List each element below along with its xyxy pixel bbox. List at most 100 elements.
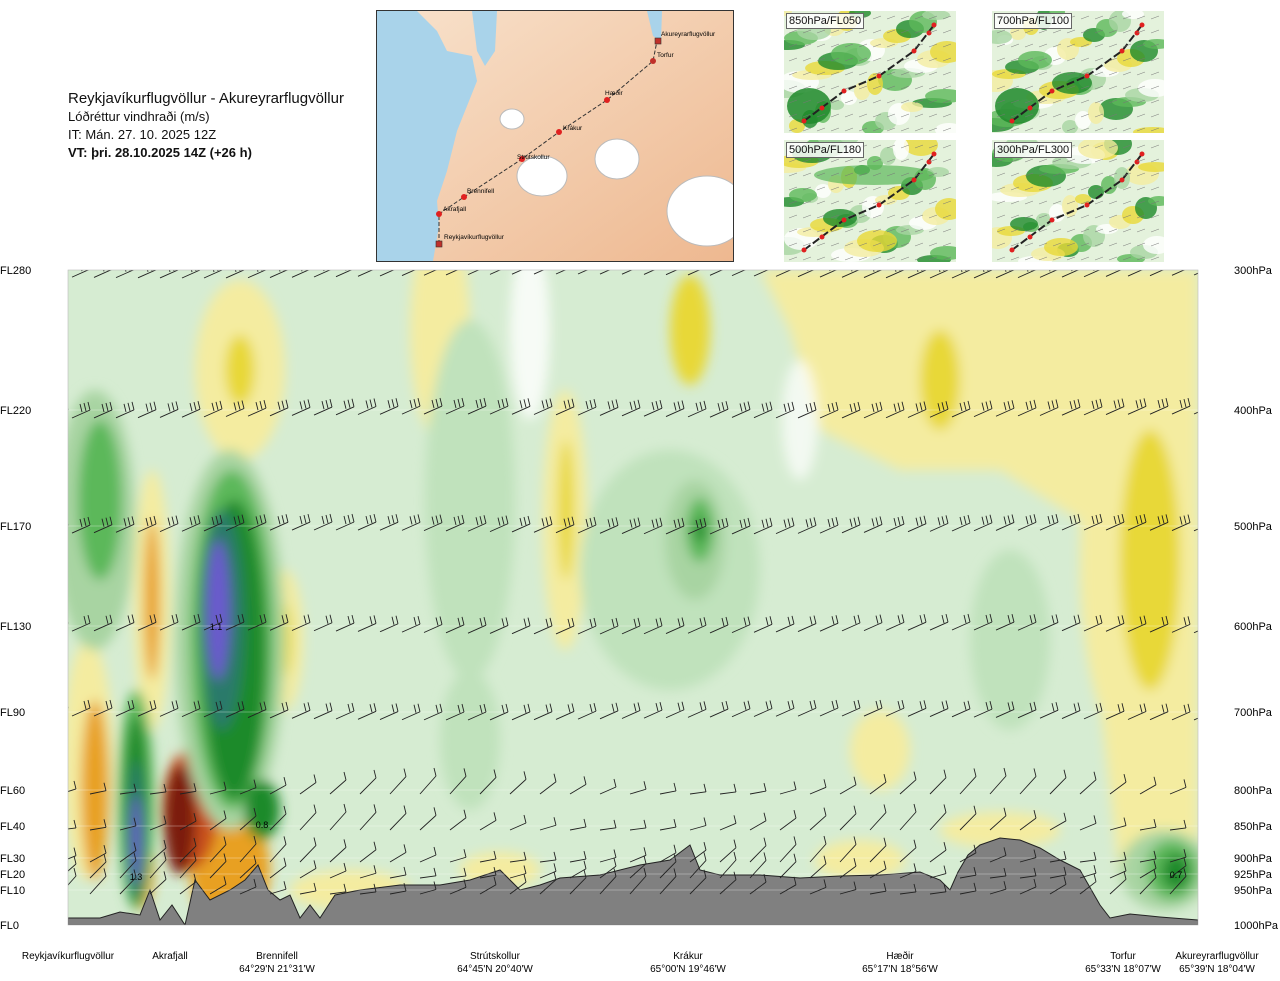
wind-barb — [401, 514, 421, 531]
wind-barb — [989, 807, 1007, 831]
wind-barb — [137, 401, 157, 419]
wind-barb — [1149, 615, 1169, 633]
wind-barb — [423, 514, 443, 532]
wind-barb — [329, 771, 347, 795]
wind-barb — [819, 401, 839, 419]
wind-barb — [709, 700, 729, 718]
wind-barb — [203, 400, 223, 418]
wind-barb — [209, 781, 227, 795]
wind-barb — [599, 849, 617, 863]
wind-barb — [989, 767, 1007, 795]
wind-barb — [533, 617, 553, 635]
wind-barb — [1169, 779, 1187, 795]
wind-barb — [313, 702, 333, 720]
map-label-reykjavik: Reykjavíkurflugvöllur — [444, 234, 505, 241]
wind-barb — [1061, 513, 1081, 531]
wind-barb — [1019, 849, 1037, 863]
wind-barb — [335, 702, 355, 720]
wind-barb — [1105, 270, 1122, 277]
waypoint-coord-label: 65°39'N 18°04'W — [1179, 964, 1255, 975]
wind-barb — [731, 517, 751, 535]
wind-barb — [68, 621, 69, 624]
wind-barb — [68, 408, 69, 411]
wind-barb — [1105, 398, 1125, 415]
wind-barb — [841, 516, 861, 534]
wind-barb — [1061, 702, 1081, 719]
panel-500hpa[interactable]: 500hPa/FL180 — [784, 140, 956, 262]
waypoint-icon — [931, 151, 937, 157]
wind-barb — [929, 865, 947, 879]
wind-barb — [1049, 866, 1067, 879]
wind-barb — [71, 516, 91, 534]
wind-barb — [479, 876, 497, 895]
wind-barb — [119, 852, 137, 879]
wind-barb — [689, 817, 707, 831]
wind-barb — [929, 613, 949, 631]
wind-barb — [973, 400, 993, 418]
map-label-akrafjall: Akrafjall — [443, 206, 467, 213]
wind-barb — [989, 867, 1007, 879]
waypoint-icon — [1139, 151, 1145, 157]
wind-barb — [239, 807, 257, 831]
wind-barb — [749, 837, 767, 863]
wind-barb — [929, 842, 947, 863]
wind-barb — [1083, 614, 1103, 632]
route-map-svg: Akureyrarflugvöllur Torfur Hæðir Krákur … — [377, 11, 733, 261]
wind-barb — [1149, 398, 1169, 415]
wind-barb — [749, 874, 767, 895]
wind-barb — [137, 515, 157, 533]
wind-barb — [687, 617, 707, 634]
wind-barb — [995, 270, 1015, 279]
wind-barb — [885, 700, 905, 717]
wind-barb — [779, 836, 797, 863]
wind-barb — [359, 865, 377, 879]
wind-barb — [959, 844, 977, 863]
y-tick-label-fl: FL220 — [0, 405, 31, 417]
wind-barb — [269, 514, 289, 531]
wind-barb — [445, 616, 465, 634]
wind-barb — [1105, 615, 1125, 632]
wind-barb — [1083, 398, 1103, 416]
waypoint-icon — [1119, 48, 1125, 54]
wind-barb — [1049, 769, 1067, 795]
wind-barb — [511, 398, 531, 415]
wind-barb — [203, 613, 223, 631]
wind-barb — [329, 839, 347, 863]
waypoint-icon — [1027, 234, 1033, 240]
wind-barb — [401, 703, 421, 721]
panel-300hpa[interactable]: 300hPa/FL300 — [992, 140, 1164, 262]
wind-barb — [445, 514, 465, 532]
wind-barb — [467, 515, 487, 532]
wind-barb — [687, 701, 707, 718]
wind-barb — [379, 703, 399, 720]
wind-barb — [509, 851, 527, 863]
y-tick-label-fl: FL280 — [0, 265, 31, 277]
panel-850hpa[interactable]: 850hPa/FL050 — [784, 11, 956, 133]
wind-barb — [509, 814, 527, 831]
wind-barb — [841, 401, 861, 419]
wind-barb — [119, 869, 137, 895]
valid-time: VT: þri. 28.10.2025 14Z (+26 h) — [68, 145, 252, 160]
wind-barb — [68, 855, 77, 872]
panel-label: 300hPa/FL300 — [994, 142, 1073, 158]
wind-barb — [149, 815, 167, 831]
wind-barb — [159, 515, 179, 533]
wind-barb — [1105, 513, 1125, 531]
quantity-label: Lóðréttur vindhraði (m/s) — [68, 109, 210, 124]
wind-barb — [137, 700, 157, 717]
wind-barb — [71, 401, 91, 419]
wind-barb — [389, 882, 407, 895]
y-tick-label-fl: FL60 — [0, 785, 25, 797]
wind-barb — [179, 873, 197, 895]
wind-barb — [119, 817, 137, 831]
panel-700hpa[interactable]: 700hPa/FL100 — [992, 11, 1164, 133]
wind-barb — [209, 876, 227, 895]
value-annotation: 0.7 — [1170, 870, 1183, 880]
wind-barb — [1139, 819, 1157, 831]
wind-barb — [629, 867, 647, 895]
wind-barb — [907, 700, 927, 717]
panel-map-svg — [784, 11, 956, 133]
wind-barb — [577, 617, 597, 635]
y-tick-label-hpa: 850hPa — [1234, 821, 1273, 833]
wind-barb — [149, 871, 167, 895]
